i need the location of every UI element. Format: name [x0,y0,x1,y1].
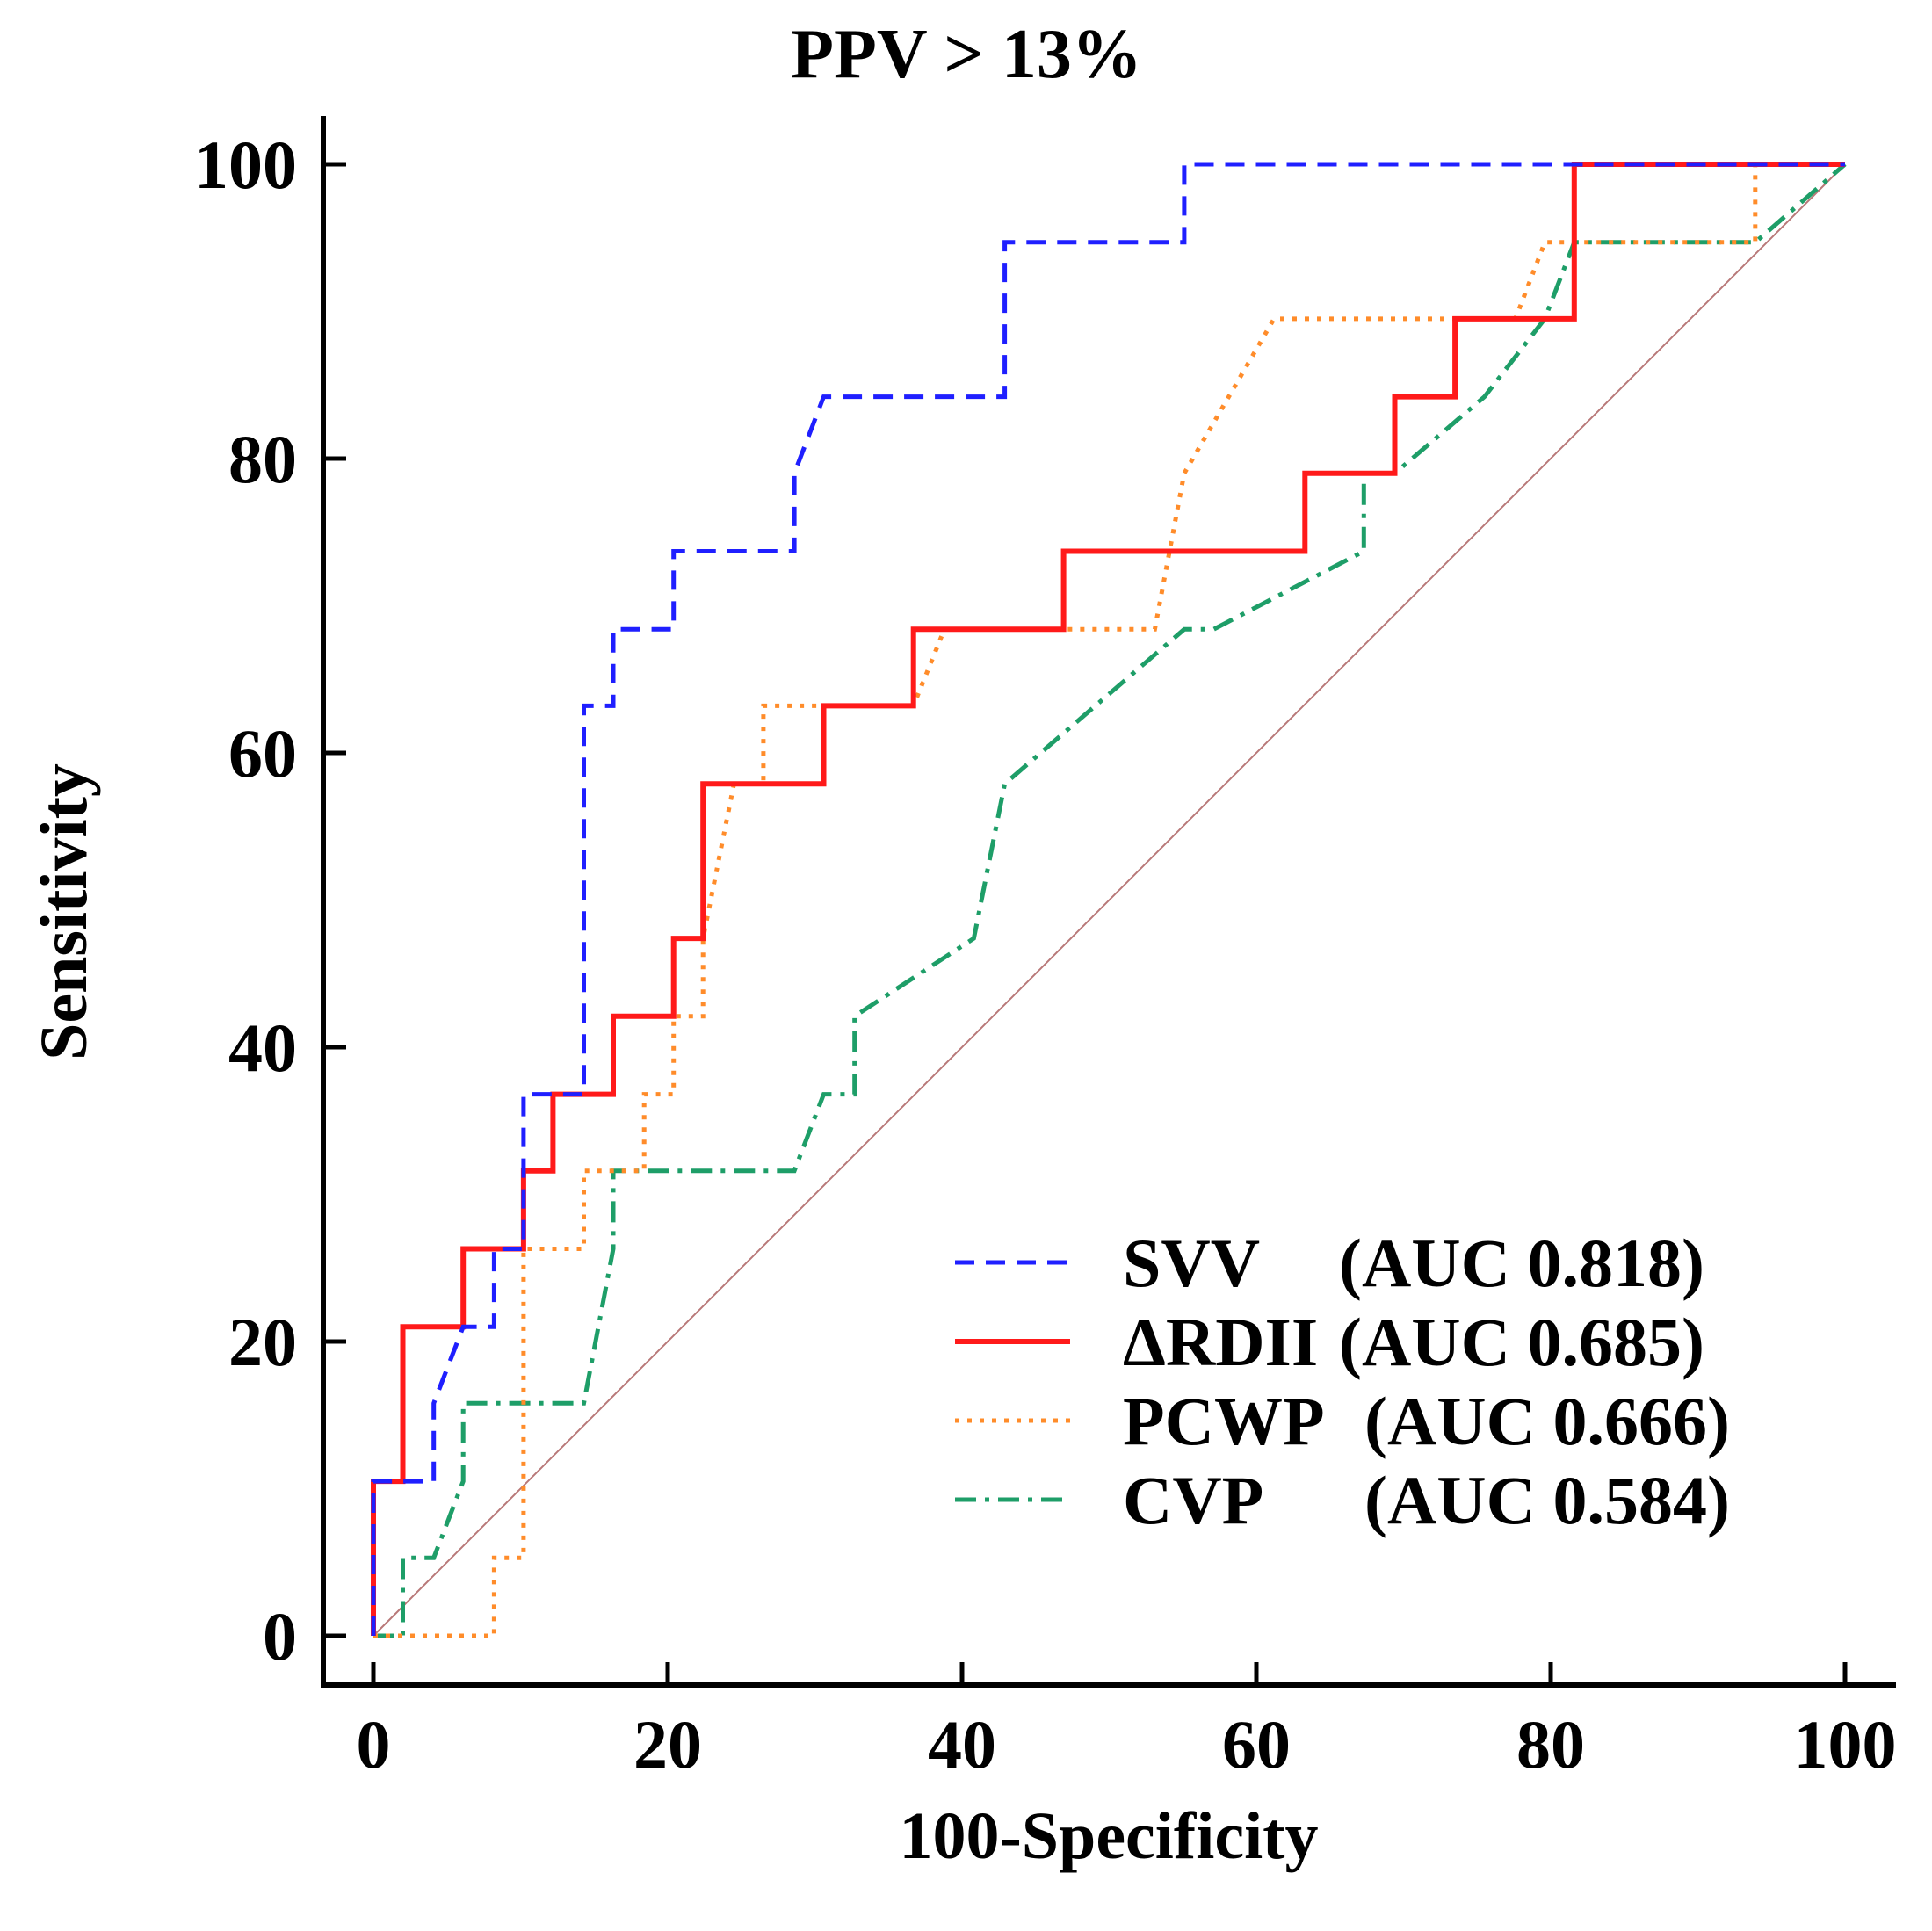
y-tick-label: 80 [228,421,297,497]
x-tick-label: 0 [357,1706,391,1783]
legend-label-svv: SVV [1123,1225,1260,1301]
y-tick-label: 20 [228,1304,297,1380]
legend-label-cvp: CVP [1123,1462,1263,1538]
y-tick-label: 100 [194,127,297,203]
y-axis-title: Sensitivity [27,763,101,1060]
chart-title: PPV > 13% [791,16,1142,93]
legend: SVV (AUC 0.818) ΔRDII (AUC 0.685)PCWP (AUC 0… [955,1225,1730,1538]
legend-auc-cvp: (AUC 0.584) [1364,1462,1730,1538]
legend-auc-svv: (AUC 0.818) [1339,1225,1704,1301]
y-tick-label: 0 [263,1598,297,1674]
series-line-cvp [373,163,1847,1638]
axes: 0 20 40 60 80 100 0 20 40 60 80 100 [194,116,1897,1783]
x-tick-label: 60 [1222,1706,1291,1783]
legend-auc-delta-rdii: (AUC 0.685) [1339,1304,1704,1380]
reference-diagonal-line [373,163,1846,1637]
x-tick-label: 40 [928,1706,996,1783]
x-tick-label: 20 [633,1706,702,1783]
x-tick-label: 100 [1794,1706,1897,1783]
plot-area [371,162,1847,1638]
x-axis-title: 100-Specificity [899,1799,1318,1873]
legend-label-delta-rdii: ΔRDII [1123,1304,1318,1380]
legend-label-pcwp: PCWP [1123,1383,1325,1459]
series-line-svv [371,162,1845,1636]
x-tick-label: 80 [1516,1706,1585,1783]
y-tick-label: 40 [228,1009,297,1086]
y-tick-label: 60 [228,715,297,792]
legend-auc-pcwp: (AUC 0.666) [1364,1383,1730,1459]
series-line-rdiidelta-rdii [371,162,1845,1636]
